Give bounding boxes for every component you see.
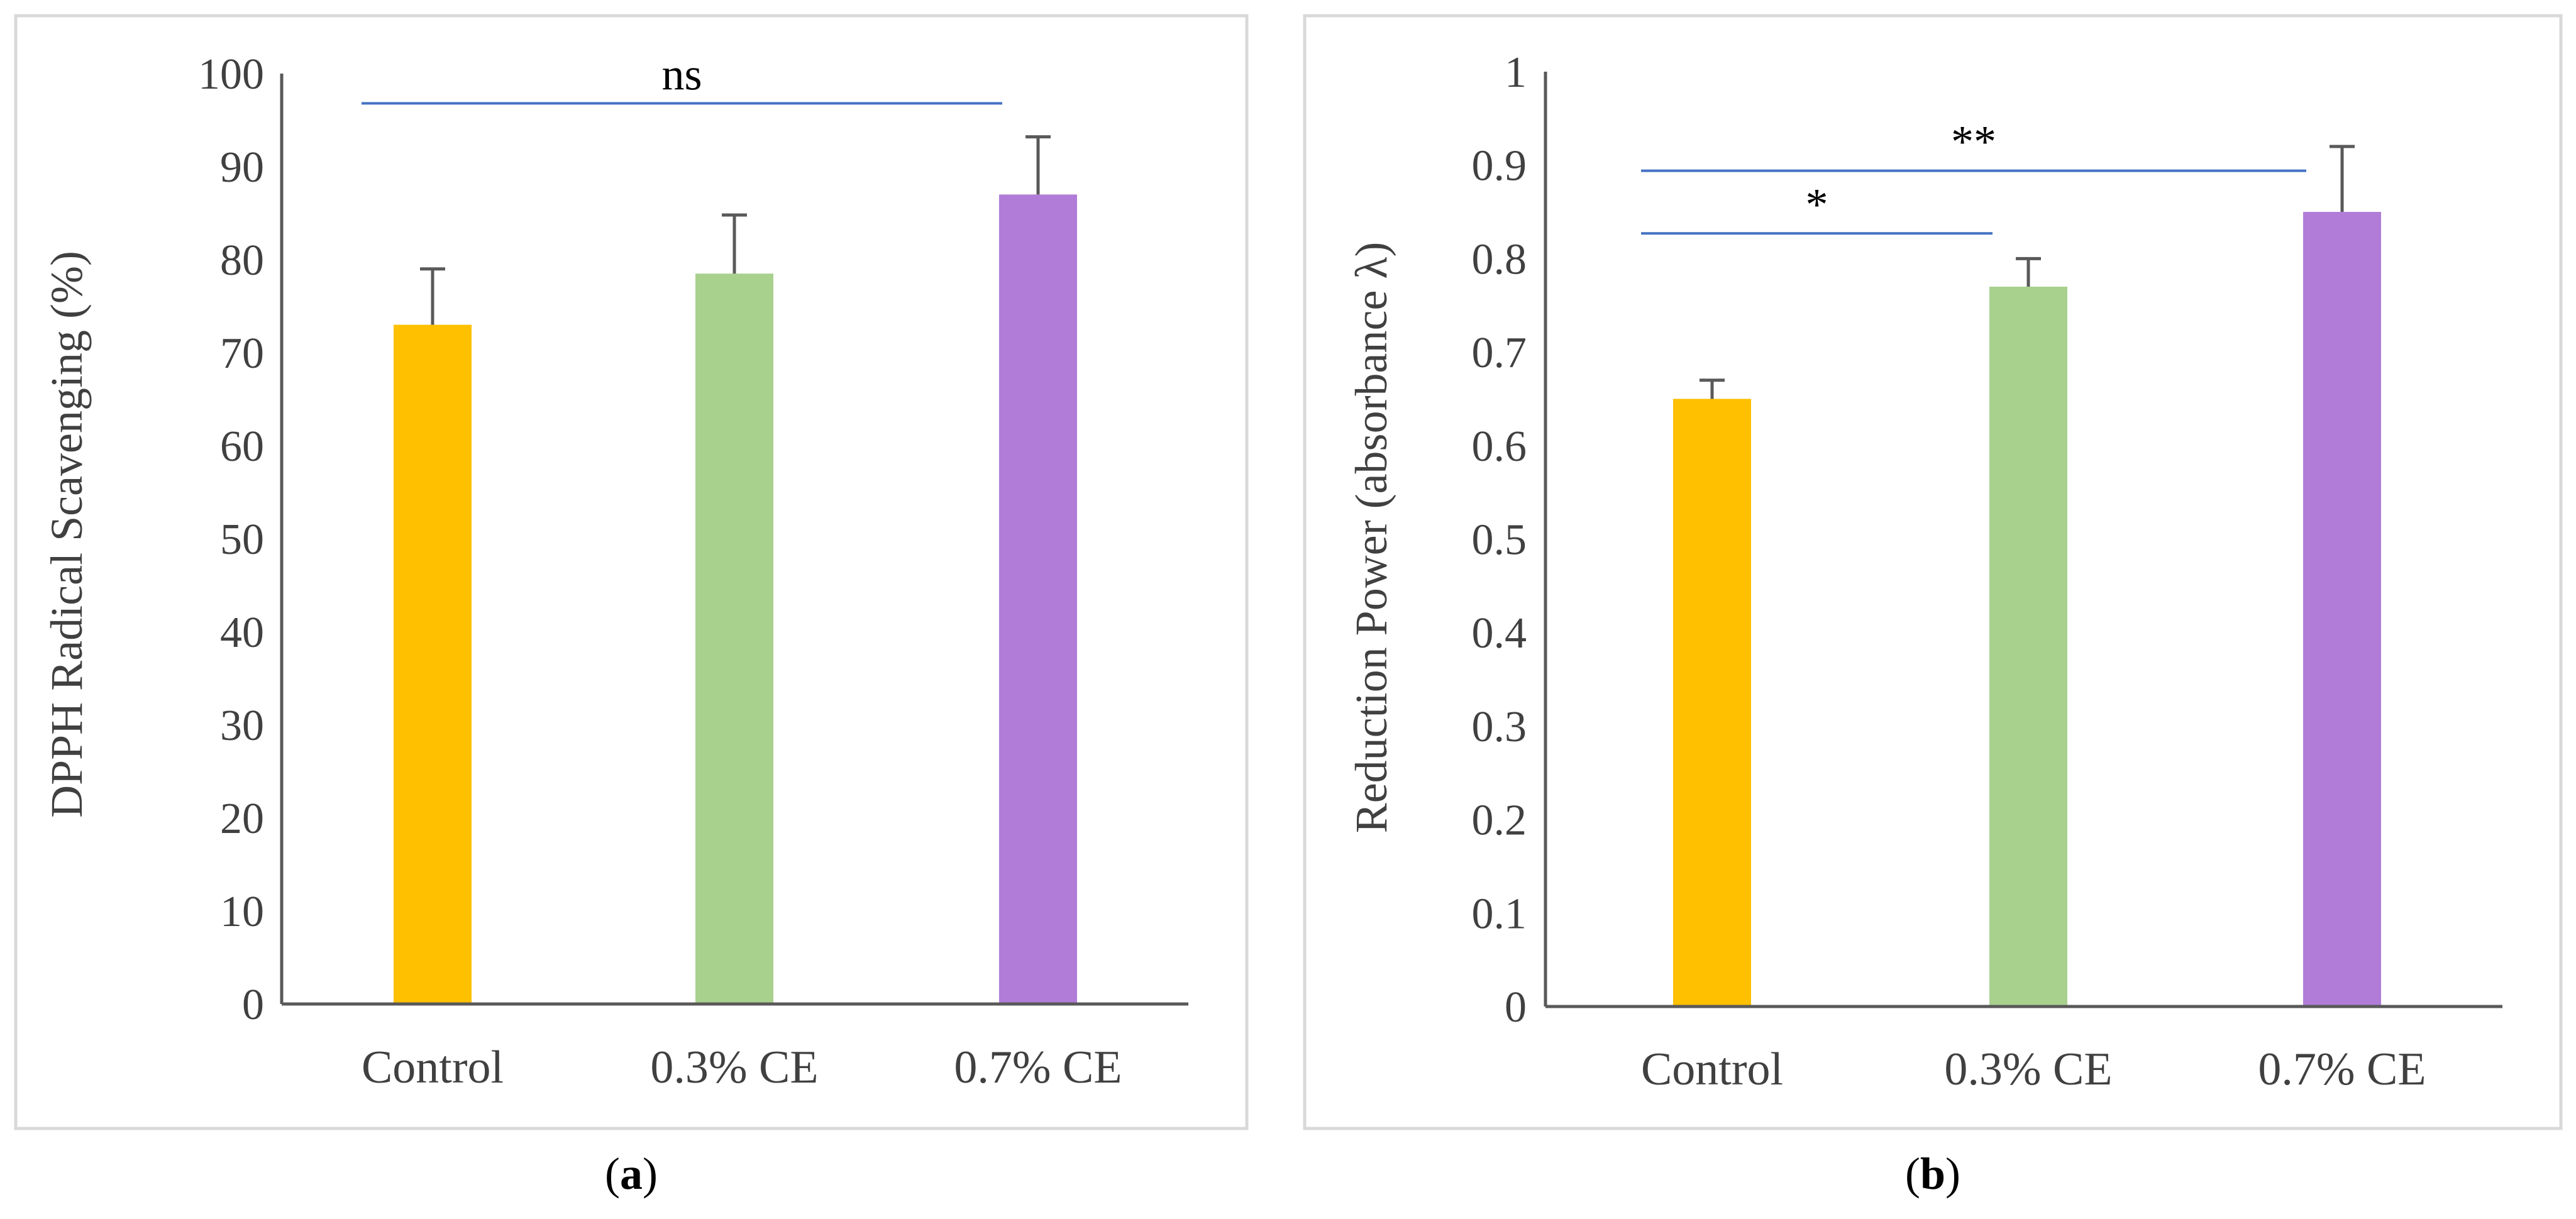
panel-b-ytick-label: 0.6	[1472, 422, 1527, 471]
panel-b-plot: 0 0.1 0.2 0.3 0.4 0.5 0.6 0.7 0.8 0.9 1 Control 0.3%…	[1472, 48, 2502, 1095]
panel-a-category-label: 0.3% CE	[650, 1042, 818, 1093]
panel-a-significance-label: ns	[661, 49, 702, 99]
panel-a-ytick-label: 30	[220, 702, 264, 750]
panel-b-ytick-label: 0.2	[1472, 797, 1527, 845]
panel-a-bar	[999, 194, 1077, 1004]
panel-b-bar	[2303, 212, 2381, 1007]
panel-a-ylabel: DPPH Radical Scavenging (%)	[41, 251, 92, 818]
panel-b-caption: (b)	[1905, 1149, 1960, 1199]
panel-a: 0 10 20 30 40 50 60 70 80 90 100 Control 0.3% CE 0.7%…	[14, 14, 1249, 1199]
panel-a-plot: 0 10 20 30 40 50 60 70 80 90 100 Control 0.3% CE 0.7%…	[198, 49, 1188, 1093]
panel-b-bar	[1673, 399, 1751, 1007]
panel-a-ytick-label: 40	[220, 609, 264, 657]
panel-b-ytick-label: 0	[1505, 983, 1527, 1032]
panel-a-caption: (a)	[605, 1149, 658, 1199]
panel-a-ytick-label: 100	[198, 50, 264, 99]
panel-a-ytick-label: 0	[242, 981, 264, 1029]
panel-b-ytick-label: 0.8	[1472, 235, 1527, 284]
panel-b-ytick-label: 0.4	[1472, 609, 1527, 658]
panel-a-category-label: 0.7% CE	[954, 1042, 1122, 1093]
panel-b-category-label: Control	[1641, 1044, 1783, 1095]
panel-b-category-label: 0.3% CE	[1944, 1044, 2112, 1095]
panel-a-ytick-label: 20	[220, 795, 264, 843]
panel-b-ytick-label: 0.9	[1472, 142, 1527, 190]
panel-b: 0 0.1 0.2 0.3 0.4 0.5 0.6 0.7 0.8 0.9 1 Control 0.3%…	[1303, 14, 2563, 1199]
panel-a-ytick-label: 80	[220, 236, 264, 285]
panel-a-bar	[394, 324, 472, 1004]
panel-a-caption-letter: a	[620, 1149, 643, 1199]
panel-b-ylabel: Reduction Power (absorbance λ)	[1346, 242, 1396, 834]
panel-b-significance-label: **	[1951, 117, 1996, 167]
panel-a-ytick-label: 10	[220, 888, 264, 936]
panel-a-ytick-label: 50	[220, 516, 264, 564]
panel-b-ytick-label: 0.7	[1472, 329, 1527, 377]
panel-a-ytick-label: 60	[220, 422, 264, 471]
panel-b-ytick-label: 0.1	[1472, 890, 1527, 938]
panel-b-significance-label: *	[1806, 179, 1828, 229]
panel-b-bar	[1989, 287, 2067, 1007]
panel-b-ytick-label: 0.5	[1472, 516, 1527, 565]
panel-b-caption-letter: b	[1920, 1149, 1945, 1199]
panel-a-ytick-label: 70	[220, 329, 264, 378]
panel-b-category-label: 0.7% CE	[2258, 1044, 2426, 1095]
panel-a-bar	[695, 273, 773, 1005]
panel-b-ytick-label: 1	[1505, 48, 1527, 97]
panel-b-ytick-label: 0.3	[1472, 703, 1527, 751]
panel-a-category-label: Control	[362, 1042, 504, 1093]
panel-a-ytick-label: 90	[220, 143, 264, 192]
